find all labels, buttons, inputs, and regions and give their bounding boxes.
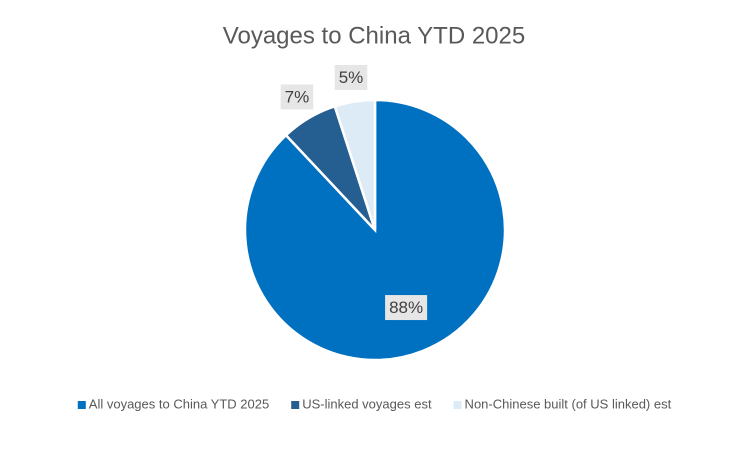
data-label-bg	[334, 64, 368, 90]
legend-marker	[77, 401, 86, 409]
data-label: 88%	[389, 298, 423, 317]
data-label-bg	[385, 295, 428, 321]
legend-marker	[291, 401, 300, 409]
data-label: 5%	[339, 68, 364, 87]
legend-label: US-linked voyages est	[302, 396, 432, 411]
legend-label: All voyages to China YTD 2025	[89, 396, 269, 411]
legend: All voyages to China YTD 2025 US-linked v…	[77, 396, 672, 411]
legend-label: Non-Chinese built (of US linked) est	[465, 396, 672, 411]
chart-title: Voyages to China YTD 2025	[223, 22, 525, 49]
legend-marker	[453, 401, 462, 409]
data-label: 7%	[285, 87, 310, 106]
data-label-bg	[280, 84, 314, 110]
pie-slice	[333, 98, 377, 231]
